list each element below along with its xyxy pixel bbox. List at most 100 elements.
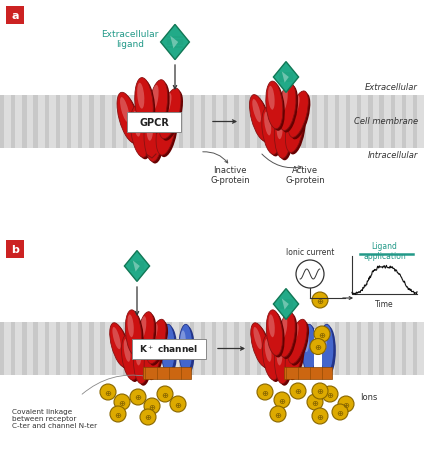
- Circle shape: [110, 406, 126, 422]
- Bar: [413, 322, 417, 375]
- Circle shape: [312, 408, 328, 424]
- Text: ⊕: ⊕: [316, 388, 324, 397]
- Bar: [290, 322, 294, 375]
- Bar: [67, 95, 71, 148]
- Bar: [56, 95, 60, 148]
- Ellipse shape: [268, 83, 285, 131]
- Bar: [89, 322, 94, 375]
- Ellipse shape: [133, 111, 141, 137]
- Ellipse shape: [251, 96, 272, 143]
- Ellipse shape: [265, 336, 282, 382]
- Bar: [190, 322, 194, 375]
- Bar: [143, 367, 191, 379]
- Ellipse shape: [321, 330, 327, 352]
- Bar: [234, 95, 239, 148]
- Text: ⊕: ⊕: [162, 391, 168, 399]
- Bar: [167, 322, 172, 375]
- Bar: [268, 95, 272, 148]
- Bar: [112, 95, 116, 148]
- Text: ⊕: ⊕: [134, 393, 142, 403]
- Ellipse shape: [146, 335, 164, 380]
- Bar: [67, 322, 71, 375]
- Ellipse shape: [146, 337, 153, 360]
- Ellipse shape: [161, 90, 183, 141]
- Ellipse shape: [251, 323, 270, 367]
- Ellipse shape: [137, 83, 144, 109]
- Ellipse shape: [320, 324, 334, 373]
- Ellipse shape: [287, 107, 306, 154]
- Ellipse shape: [274, 110, 291, 158]
- Bar: [89, 95, 94, 148]
- Ellipse shape: [291, 96, 300, 118]
- Ellipse shape: [252, 99, 261, 122]
- Polygon shape: [282, 298, 289, 309]
- Bar: [167, 95, 172, 148]
- Text: ⊕: ⊕: [148, 403, 156, 411]
- Bar: [357, 322, 361, 375]
- Bar: [100, 95, 105, 148]
- Bar: [78, 322, 82, 375]
- Bar: [156, 322, 161, 375]
- Ellipse shape: [139, 314, 156, 359]
- Bar: [284, 367, 332, 379]
- Ellipse shape: [124, 339, 131, 362]
- Ellipse shape: [264, 109, 282, 157]
- Circle shape: [170, 396, 186, 412]
- Ellipse shape: [110, 323, 129, 367]
- Ellipse shape: [281, 88, 288, 111]
- Ellipse shape: [180, 330, 186, 352]
- Bar: [315, 329, 321, 368]
- Polygon shape: [124, 251, 150, 281]
- Polygon shape: [170, 35, 178, 48]
- Text: ⊕: ⊕: [118, 398, 126, 407]
- Ellipse shape: [304, 330, 309, 352]
- Text: Cell membrane: Cell membrane: [354, 117, 418, 126]
- Ellipse shape: [146, 111, 164, 164]
- Text: ⊕: ⊕: [312, 398, 318, 407]
- Text: Inactive
G-protein: Inactive G-protein: [210, 166, 250, 185]
- Ellipse shape: [149, 323, 158, 346]
- Bar: [402, 322, 406, 375]
- Circle shape: [257, 384, 273, 400]
- Ellipse shape: [151, 85, 159, 110]
- Circle shape: [290, 383, 306, 399]
- Bar: [391, 95, 395, 148]
- Ellipse shape: [265, 339, 271, 362]
- Bar: [257, 322, 261, 375]
- Ellipse shape: [181, 326, 195, 375]
- FancyBboxPatch shape: [127, 111, 181, 131]
- Polygon shape: [273, 288, 298, 319]
- Text: ⊕: ⊕: [315, 343, 321, 352]
- Text: ⊕: ⊕: [326, 391, 334, 399]
- Bar: [212, 322, 216, 375]
- Text: Covalent linkage
between receptor
C-ter and channel N-ter: Covalent linkage between receptor C-ter …: [12, 409, 97, 429]
- Bar: [11, 95, 16, 148]
- Bar: [45, 95, 49, 148]
- Bar: [0, 322, 4, 375]
- Bar: [379, 95, 384, 148]
- Ellipse shape: [264, 112, 271, 136]
- Text: Extracellular
ligand: Extracellular ligand: [101, 30, 159, 49]
- Text: Active
G-protein: Active G-protein: [285, 166, 325, 185]
- Bar: [223, 322, 228, 375]
- Polygon shape: [161, 24, 190, 60]
- Bar: [179, 95, 183, 148]
- Ellipse shape: [274, 338, 290, 384]
- Ellipse shape: [144, 110, 162, 162]
- Ellipse shape: [268, 315, 275, 337]
- Ellipse shape: [112, 327, 121, 349]
- Ellipse shape: [162, 93, 171, 118]
- Bar: [134, 322, 138, 375]
- Bar: [234, 322, 239, 375]
- Ellipse shape: [136, 340, 151, 386]
- Bar: [134, 95, 138, 148]
- Ellipse shape: [290, 93, 310, 139]
- Ellipse shape: [266, 310, 283, 356]
- Bar: [0, 322, 424, 375]
- Bar: [0, 95, 424, 148]
- Ellipse shape: [302, 324, 316, 373]
- Bar: [335, 95, 339, 148]
- Ellipse shape: [278, 83, 296, 130]
- Ellipse shape: [112, 325, 131, 369]
- Bar: [123, 322, 127, 375]
